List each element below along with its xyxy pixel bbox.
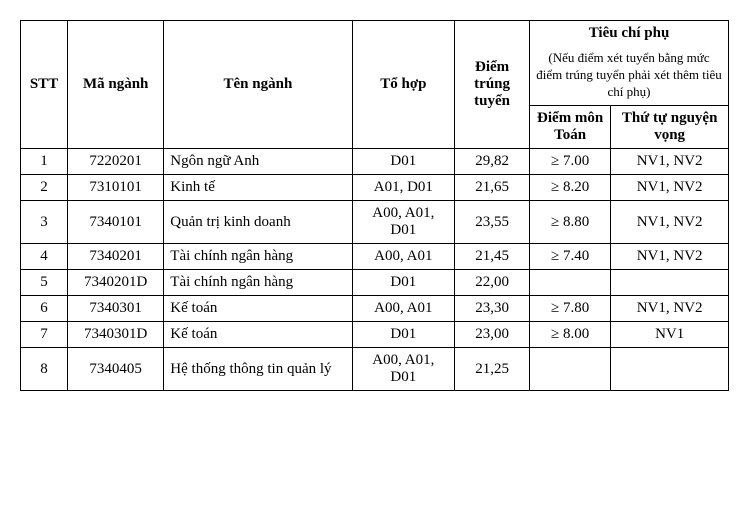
cell-math [530, 348, 611, 391]
cell-combo: A01, D01 [352, 175, 455, 201]
cell-wish [611, 270, 729, 296]
cell-name: Kế toán [164, 296, 352, 322]
cell-wish: NV1, NV2 [611, 149, 729, 175]
cell-stt: 2 [21, 175, 68, 201]
table-row: 77340301DKế toánD0123,00≥ 8.00NV1 [21, 322, 729, 348]
cell-name: Tài chính ngân hàng [164, 244, 352, 270]
table-row: 57340201DTài chính ngân hàngD0122,00 [21, 270, 729, 296]
table-body: 17220201Ngôn ngữ AnhD0129,82≥ 7.00NV1, N… [21, 149, 729, 391]
cell-combo: A00, A01, D01 [352, 201, 455, 244]
cell-code: 7340405 [68, 348, 164, 391]
cell-stt: 1 [21, 149, 68, 175]
cell-wish: NV1, NV2 [611, 244, 729, 270]
header-aux-wish: Thứ tự nguyện vọng [611, 106, 729, 149]
header-aux-group-note: (Nếu điểm xét tuyển bằng mức điểm trúng … [536, 50, 722, 99]
cell-math: ≥ 7.00 [530, 149, 611, 175]
cell-name: Ngôn ngữ Anh [164, 149, 352, 175]
cell-math [530, 270, 611, 296]
table-header: STT Mã ngành Tên ngành Tổ hợp Điểm trúng… [21, 21, 729, 149]
cell-wish: NV1, NV2 [611, 175, 729, 201]
header-aux-note-cell: (Nếu điểm xét tuyển bằng mức điểm trúng … [530, 46, 729, 106]
cell-score: 21,45 [455, 244, 530, 270]
header-aux-group: Tiêu chí phụ [530, 21, 729, 47]
cell-code: 7340301D [68, 322, 164, 348]
cell-name: Quản trị kinh doanh [164, 201, 352, 244]
cell-stt: 7 [21, 322, 68, 348]
cell-wish [611, 348, 729, 391]
cell-name: Kinh tế [164, 175, 352, 201]
cell-wish: NV1, NV2 [611, 201, 729, 244]
cell-wish: NV1, NV2 [611, 296, 729, 322]
cell-score: 21,25 [455, 348, 530, 391]
cell-math: ≥ 8.20 [530, 175, 611, 201]
cell-score: 22,00 [455, 270, 530, 296]
cell-code: 7340201 [68, 244, 164, 270]
header-aux-group-title: Tiêu chí phụ [589, 25, 670, 41]
cell-score: 29,82 [455, 149, 530, 175]
cell-wish: NV1 [611, 322, 729, 348]
cell-combo: A00, A01, D01 [352, 348, 455, 391]
cell-stt: 8 [21, 348, 68, 391]
cell-stt: 4 [21, 244, 68, 270]
cell-score: 23,55 [455, 201, 530, 244]
header-stt: STT [21, 21, 68, 149]
cell-stt: 5 [21, 270, 68, 296]
cell-name: Kế toán [164, 322, 352, 348]
cell-code: 7340201D [68, 270, 164, 296]
admission-table: STT Mã ngành Tên ngành Tổ hợp Điểm trúng… [20, 20, 729, 391]
cell-math: ≥ 8.80 [530, 201, 611, 244]
cell-code: 7340301 [68, 296, 164, 322]
cell-combo: D01 [352, 270, 455, 296]
table-row: 47340201Tài chính ngân hàngA00, A0121,45… [21, 244, 729, 270]
cell-name: Tài chính ngân hàng [164, 270, 352, 296]
header-code: Mã ngành [68, 21, 164, 149]
table-row: 27310101Kinh tếA01, D0121,65≥ 8.20NV1, N… [21, 175, 729, 201]
table-row: 67340301Kế toánA00, A0123,30≥ 7.80NV1, N… [21, 296, 729, 322]
table-row: 37340101Quản trị kinh doanhA00, A01, D01… [21, 201, 729, 244]
cell-code: 7220201 [68, 149, 164, 175]
table-row: 17220201Ngôn ngữ AnhD0129,82≥ 7.00NV1, N… [21, 149, 729, 175]
cell-stt: 3 [21, 201, 68, 244]
cell-stt: 6 [21, 296, 68, 322]
header-aux-math: Điểm môn Toán [530, 106, 611, 149]
cell-combo: D01 [352, 149, 455, 175]
cell-combo: A00, A01 [352, 296, 455, 322]
cell-math: ≥ 8.00 [530, 322, 611, 348]
cell-score: 23,30 [455, 296, 530, 322]
cell-math: ≥ 7.40 [530, 244, 611, 270]
header-combo: Tổ hợp [352, 21, 455, 149]
cell-name: Hệ thống thông tin quản lý [164, 348, 352, 391]
cell-combo: D01 [352, 322, 455, 348]
header-name: Tên ngành [164, 21, 352, 149]
cell-score: 23,00 [455, 322, 530, 348]
table-row: 87340405Hệ thống thông tin quản lýA00, A… [21, 348, 729, 391]
cell-code: 7310101 [68, 175, 164, 201]
cell-code: 7340101 [68, 201, 164, 244]
cell-combo: A00, A01 [352, 244, 455, 270]
cell-score: 21,65 [455, 175, 530, 201]
cell-math: ≥ 7.80 [530, 296, 611, 322]
header-score: Điểm trúng tuyển [455, 21, 530, 149]
